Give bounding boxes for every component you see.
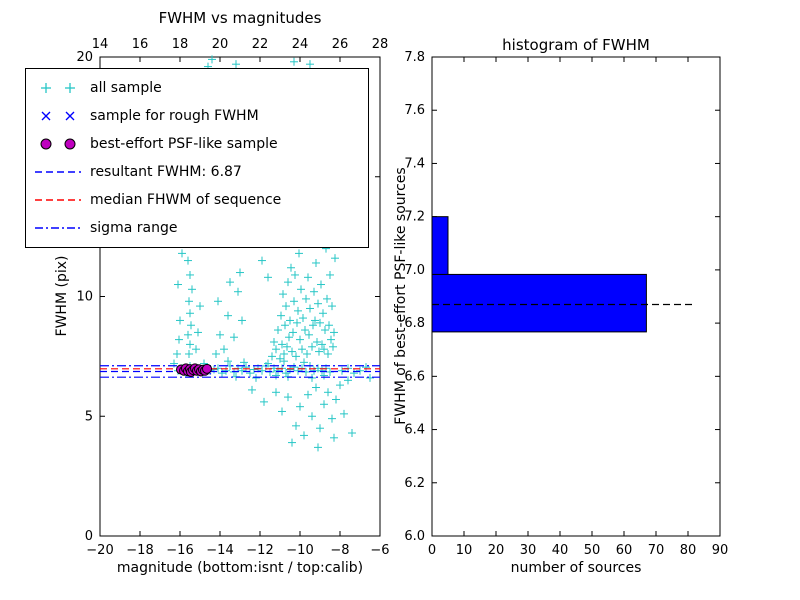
svg-text:−20: −20 [86, 543, 113, 558]
histogram-bars [431, 216, 647, 333]
legend-item-rough-fwhm: sample for rough FWHM [26, 102, 368, 130]
red-dashed-line-icon [26, 191, 90, 209]
svg-text:6.4: 6.4 [404, 423, 425, 438]
left-x-axis-ticks: −20 14 −18 16 −16 18 −14 20 −12 22 −10 24 −8 26 −6 28 [86, 37, 389, 558]
circle-marker-icon [26, 135, 90, 153]
svg-text:−14: −14 [206, 543, 233, 558]
svg-text:7.6: 7.6 [404, 103, 425, 118]
left-chart-title: FWHM vs magnitudes [158, 9, 322, 27]
right-y-axis-label: FWHM of best-effort PSF-like sources [393, 167, 409, 425]
legend-label: median FHWM of sequence [90, 192, 282, 208]
svg-text:0: 0 [428, 543, 436, 558]
legend-label: best-effort PSF-like sample [90, 136, 278, 152]
legend-item-sigma-range: sigma range [26, 214, 368, 242]
histogram-bar [431, 273, 647, 333]
svg-text:7.2: 7.2 [404, 210, 425, 225]
svg-text:60: 60 [616, 543, 633, 558]
svg-text:7.8: 7.8 [404, 50, 425, 65]
left-x-axis-label: magnitude (bottom:isnt / top:calib) [116, 560, 364, 576]
right-x-axis-ticks: 0 10 20 30 40 50 60 70 80 90 [428, 57, 728, 558]
svg-text:5: 5 [85, 409, 93, 424]
svg-text:6.2: 6.2 [404, 476, 425, 491]
right-x-axis-label: number of sources [510, 560, 642, 576]
svg-text:−16: −16 [166, 543, 193, 558]
x-marker-icon [26, 107, 90, 125]
svg-text:20: 20 [212, 37, 229, 52]
plus-marker-icon [26, 79, 90, 97]
svg-text:−6: −6 [370, 543, 389, 558]
legend-label: sample for rough FWHM [90, 108, 259, 124]
svg-text:80: 80 [680, 543, 697, 558]
svg-text:−10: −10 [286, 543, 313, 558]
svg-text:7.4: 7.4 [404, 156, 425, 171]
legend-item-median-fhwm: median FHWM of sequence [26, 186, 368, 214]
svg-text:10: 10 [456, 543, 473, 558]
svg-text:0: 0 [85, 529, 93, 544]
svg-text:30: 30 [520, 543, 537, 558]
svg-text:7.0: 7.0 [404, 263, 425, 278]
left-y-axis-label: FWHM (pix) [54, 255, 70, 337]
svg-text:−12: −12 [246, 543, 273, 558]
svg-text:20: 20 [488, 543, 505, 558]
legend-label: sigma range [90, 220, 178, 236]
blue-dashdot-line-icon [26, 219, 90, 237]
svg-text:14: 14 [92, 37, 109, 52]
right-plot: 0 10 20 30 40 50 60 70 80 90 6.0 6.2 6.4 6.6 6.8 7.0 7.2… [404, 50, 728, 558]
legend-label: all sample [90, 80, 162, 96]
svg-text:16: 16 [132, 37, 149, 52]
svg-text:−18: −18 [126, 543, 153, 558]
svg-text:20: 20 [76, 50, 93, 65]
svg-text:70: 70 [648, 543, 665, 558]
legend-item-psf-sample: best-effort PSF-like sample [26, 130, 368, 158]
svg-text:50: 50 [584, 543, 601, 558]
svg-text:28: 28 [372, 37, 389, 52]
legend-item-resultant-fwhm: resultant FWHM: 6.87 [26, 158, 368, 186]
svg-text:10: 10 [76, 290, 93, 305]
legend-box: all sample sample for rough FWHM best-ef… [25, 68, 369, 248]
scatter-psf-like-sample [176, 363, 212, 377]
histogram-bar [431, 216, 449, 275]
svg-text:24: 24 [292, 37, 309, 52]
svg-text:40: 40 [552, 543, 569, 558]
right-chart-title: histogram of FWHM [502, 36, 650, 54]
legend-label: resultant FWHM: 6.87 [90, 164, 242, 180]
svg-text:26: 26 [332, 37, 349, 52]
svg-text:6.6: 6.6 [404, 369, 425, 384]
blue-dashed-line-icon [26, 163, 90, 181]
svg-text:90: 90 [712, 543, 729, 558]
svg-text:6.0: 6.0 [404, 529, 425, 544]
svg-text:22: 22 [252, 37, 269, 52]
right-y-axis-ticks: 6.0 6.2 6.4 6.6 6.8 7.0 7.2 7.4 7.6 7.8 [404, 50, 720, 544]
legend-item-all-sample: all sample [26, 74, 368, 102]
svg-text:6.8: 6.8 [404, 316, 425, 331]
svg-text:−8: −8 [330, 543, 349, 558]
svg-text:18: 18 [172, 37, 189, 52]
